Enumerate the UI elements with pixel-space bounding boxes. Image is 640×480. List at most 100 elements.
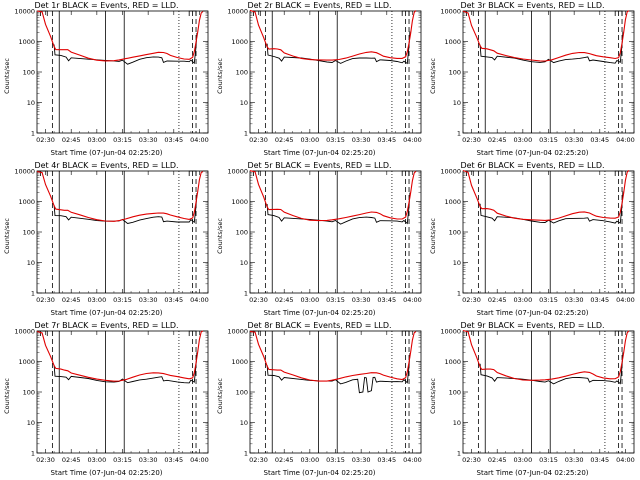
plot-frame bbox=[249, 170, 422, 294]
y-tick-label: 10000 bbox=[14, 7, 35, 15]
x-tick-label: 02:45 bbox=[275, 296, 294, 304]
lld-line bbox=[36, 10, 204, 62]
x-tick-label: 03:45 bbox=[590, 456, 609, 464]
detector-panel: Det 2r BLACK = Events, RED = LLD. 1 10 100 1… bbox=[213, 0, 426, 160]
x-tick-label: 03:30 bbox=[139, 456, 158, 464]
y-axis-label: Counts/sec bbox=[429, 378, 437, 414]
y-axis-label: Counts/sec bbox=[3, 218, 11, 254]
y-tick-label: 1 bbox=[457, 129, 461, 137]
time-bracket bbox=[614, 10, 623, 16]
x-tick-label: 04:00 bbox=[616, 136, 635, 144]
x-tick-label: 02:30 bbox=[36, 136, 55, 144]
y-tick-label: 10 bbox=[240, 259, 248, 267]
lld-line bbox=[462, 10, 630, 62]
panel-title: Det 3r BLACK = Events, RED = LLD. bbox=[460, 1, 605, 10]
x-tick-label: 03:15 bbox=[113, 136, 132, 144]
y-tick-label: 10000 bbox=[14, 327, 35, 335]
time-bracket bbox=[188, 330, 197, 336]
events-line bbox=[266, 31, 411, 65]
x-tick-label: 02:45 bbox=[62, 456, 81, 464]
y-tick-label: 10 bbox=[27, 99, 35, 107]
x-tick-label: 03:30 bbox=[352, 136, 371, 144]
time-bracket bbox=[466, 10, 474, 16]
detector-panel: Det 1r BLACK = Events, RED = LLD. 1 10 100 1… bbox=[0, 0, 213, 160]
x-tick-label: 02:45 bbox=[62, 136, 81, 144]
detector-panel: Det 3r BLACK = Events, RED = LLD. 1 10 100 1… bbox=[426, 0, 639, 160]
y-axis-label: Counts/sec bbox=[216, 58, 224, 94]
time-bracket bbox=[188, 170, 197, 176]
panel-title: Det 1r BLACK = Events, RED = LLD. bbox=[34, 1, 179, 10]
x-tick-label: 03:30 bbox=[565, 456, 584, 464]
plot-frame bbox=[462, 10, 635, 134]
y-tick-label: 1000 bbox=[231, 38, 248, 46]
x-tick-label: 02:30 bbox=[462, 456, 481, 464]
lld-line bbox=[249, 9, 417, 61]
x-tick-label: 03:15 bbox=[113, 296, 132, 304]
lld-line bbox=[36, 330, 204, 382]
time-bracket bbox=[253, 170, 261, 176]
events-line bbox=[266, 192, 411, 225]
y-tick-label: 1000 bbox=[231, 198, 248, 206]
y-tick-label: 10 bbox=[240, 419, 248, 427]
x-tick-label: 04:00 bbox=[403, 136, 422, 144]
y-tick-label: 100 bbox=[236, 68, 248, 76]
x-tick-label: 03:15 bbox=[326, 296, 345, 304]
plot-svg: 1 10 100 1000 10000 02:30 02:45 03:00 03:15 03:30… bbox=[227, 7, 422, 144]
y-axis-label: Counts/sec bbox=[3, 378, 11, 414]
panel-title: Det 4r BLACK = Events, RED = LLD. bbox=[34, 161, 179, 170]
x-tick-label: 03:00 bbox=[513, 296, 532, 304]
plot-svg: 1 10 100 1000 10000 02:30 02:45 03:00 03:15 03:30… bbox=[440, 327, 635, 464]
y-tick-label: 10 bbox=[453, 99, 461, 107]
lld-line bbox=[249, 170, 417, 222]
y-tick-label: 1 bbox=[457, 449, 461, 457]
x-tick-label: 03:45 bbox=[590, 296, 609, 304]
y-axis-label: Counts/sec bbox=[429, 218, 437, 254]
events-line bbox=[53, 352, 198, 384]
x-tick-label: 03:15 bbox=[539, 456, 558, 464]
plot-frame bbox=[462, 170, 635, 294]
time-bracket bbox=[401, 10, 410, 16]
y-tick-label: 1000 bbox=[444, 198, 461, 206]
x-tick-label: 03:00 bbox=[513, 136, 532, 144]
time-bracket bbox=[401, 330, 410, 336]
y-tick-label: 10000 bbox=[227, 327, 248, 335]
y-tick-label: 10000 bbox=[14, 167, 35, 175]
plot-svg: 1 10 100 1000 10000 02:30 02:45 03:00 03:15 03:30… bbox=[14, 7, 209, 144]
events-line bbox=[53, 32, 198, 65]
x-tick-label: 04:00 bbox=[616, 296, 635, 304]
x-tick-label: 03:45 bbox=[377, 296, 396, 304]
plot-frame bbox=[462, 330, 635, 454]
x-axis-label: Start Time (07-Jun-04 02:25:20) bbox=[50, 469, 163, 477]
y-tick-label: 100 bbox=[236, 228, 248, 236]
detector-panel: Det 6r BLACK = Events, RED = LLD. 1 10 100 1… bbox=[426, 160, 639, 320]
x-tick-label: 03:15 bbox=[326, 136, 345, 144]
detector-panel: Det 8r BLACK = Events, RED = LLD. 1 10 100 1… bbox=[213, 320, 426, 480]
x-axis-label: Start Time (07-Jun-04 02:25:20) bbox=[263, 149, 376, 157]
plot-frame bbox=[249, 10, 422, 134]
y-tick-label: 1 bbox=[31, 129, 35, 137]
x-tick-label: 03:15 bbox=[539, 296, 558, 304]
y-tick-label: 10 bbox=[453, 419, 461, 427]
y-tick-label: 10000 bbox=[440, 327, 461, 335]
y-tick-label: 1000 bbox=[18, 38, 35, 46]
x-tick-label: 02:30 bbox=[249, 296, 268, 304]
x-tick-label: 02:45 bbox=[488, 296, 507, 304]
x-tick-label: 04:00 bbox=[190, 136, 209, 144]
x-tick-label: 02:30 bbox=[36, 296, 55, 304]
y-tick-label: 100 bbox=[23, 228, 35, 236]
x-tick-label: 02:45 bbox=[488, 456, 507, 464]
y-tick-label: 10 bbox=[453, 259, 461, 267]
lld-line bbox=[462, 329, 630, 381]
x-tick-label: 03:30 bbox=[565, 136, 584, 144]
x-tick-label: 03:45 bbox=[164, 296, 183, 304]
time-bracket bbox=[466, 170, 474, 176]
y-tick-label: 100 bbox=[236, 388, 248, 396]
x-tick-label: 02:45 bbox=[488, 136, 507, 144]
y-tick-label: 1 bbox=[244, 289, 248, 297]
detector-panel: Det 5r BLACK = Events, RED = LLD. 1 10 100 1… bbox=[213, 160, 426, 320]
y-tick-label: 10000 bbox=[227, 7, 248, 15]
y-tick-label: 100 bbox=[23, 388, 35, 396]
y-tick-label: 100 bbox=[449, 388, 461, 396]
x-tick-label: 03:45 bbox=[164, 456, 183, 464]
